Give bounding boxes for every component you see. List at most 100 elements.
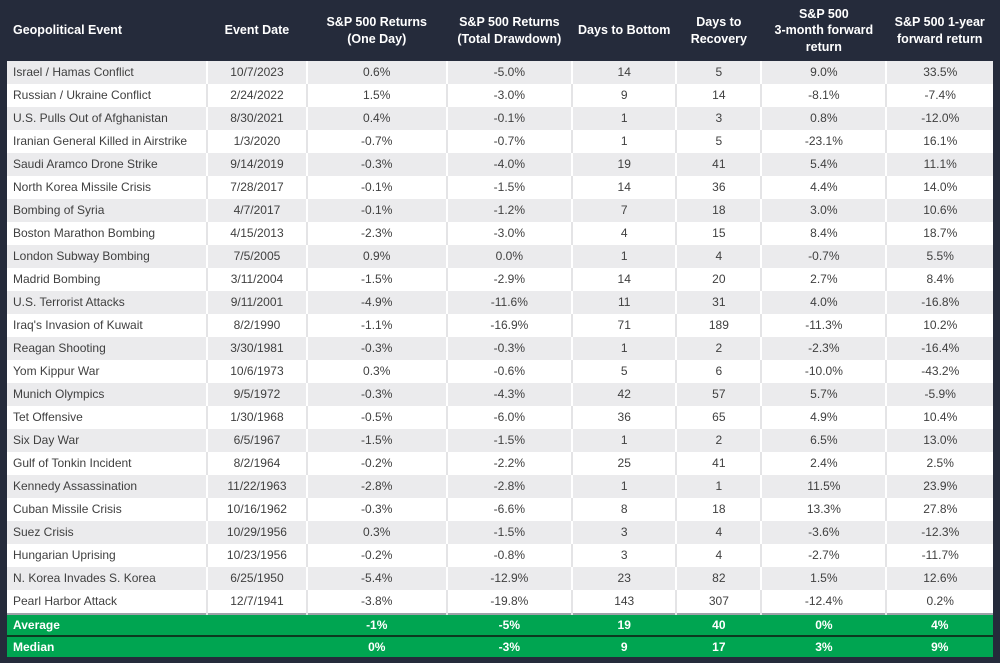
cell-event: Bombing of Syria [7, 199, 209, 222]
cell-days-recovery: 41 [676, 452, 763, 475]
cell-event: Tet Offensive [7, 406, 209, 429]
cell-fwd-3m: 4.0% [761, 291, 888, 314]
cell-event: Yom Kippur War [7, 360, 209, 383]
cell-date: 10/29/1956 [207, 521, 308, 544]
cell-days-bottom: 4 [571, 222, 678, 245]
table-row: Suez Crisis 10/29/1956 0.3% -1.5% 3 4 -3.6% -12… [7, 521, 993, 544]
cell-one-day: -0.1% [306, 199, 448, 222]
cell-fwd-1y: 0.2% [886, 590, 993, 614]
cell-days-recovery: 2 [676, 429, 763, 452]
cell-fwd-1y: -12.0% [886, 107, 993, 130]
table-row: Gulf of Tonkin Incident 8/2/1964 -0.2% -2.2… [7, 452, 993, 475]
cell-days-recovery: 5 [676, 61, 763, 84]
cell-days-bottom: 3 [571, 544, 678, 567]
cell-drawdown: -0.3% [446, 337, 573, 360]
cell-one-day: -0.7% [306, 130, 448, 153]
cell-fwd-1y: 4% [886, 613, 993, 636]
cell-drawdown: -4.3% [446, 383, 573, 406]
cell-event: Russian / Ukraine Conflict [7, 84, 209, 107]
cell-date: 12/7/1941 [207, 590, 308, 614]
cell-drawdown: -12.9% [446, 567, 573, 590]
cell-days-recovery: 31 [676, 291, 763, 314]
column-header-line: 3-month forward [774, 23, 874, 38]
cell-fwd-3m: -2.7% [761, 544, 888, 567]
cell-one-day: -0.2% [306, 452, 448, 475]
cell-days-recovery: 65 [676, 406, 763, 429]
cell-days-recovery: 40 [676, 613, 762, 636]
cell-fwd-3m: -2.3% [761, 337, 888, 360]
cell-days-recovery: 4 [676, 544, 763, 567]
cell-days-bottom: 14 [571, 268, 678, 291]
cell-event: Gulf of Tonkin Incident [7, 452, 209, 475]
cell-event: Munich Olympics [7, 383, 209, 406]
cell-days-bottom: 1 [571, 130, 678, 153]
cell-fwd-1y: 5.5% [886, 245, 993, 268]
table-row: Boston Marathon Bombing 4/15/2013 -2.3% -3.… [7, 222, 993, 245]
cell-days-recovery: 15 [676, 222, 763, 245]
table-row: Yom Kippur War 10/6/1973 0.3% -0.6% 5 6 -10.0%… [7, 360, 993, 383]
column-header-line: return [805, 39, 842, 54]
cell-days-bottom: 23 [571, 567, 678, 590]
cell-days-recovery: 5 [676, 130, 763, 153]
cell-one-day: -2.3% [306, 222, 448, 245]
cell-fwd-1y: 14.0% [886, 176, 993, 199]
table-row: Reagan Shooting 3/30/1981 -0.3% -0.3% 1 2 -2.3… [7, 337, 993, 360]
cell-days-bottom: 14 [571, 176, 678, 199]
cell-days-recovery: 14 [676, 84, 763, 107]
cell-days-recovery: 307 [676, 590, 763, 614]
cell-event: U.S. Terrorist Attacks [7, 291, 209, 314]
cell-date: 8/2/1990 [207, 314, 308, 337]
cell-one-day: -0.1% [306, 176, 448, 199]
cell-date [207, 635, 307, 657]
cell-one-day: -0.2% [306, 544, 448, 567]
cell-days-bottom: 19 [571, 613, 677, 636]
cell-drawdown: -16.9% [446, 314, 573, 337]
cell-fwd-1y: 9% [886, 635, 993, 657]
cell-fwd-3m: 5.4% [761, 153, 888, 176]
cell-fwd-1y: 13.0% [886, 429, 993, 452]
table-row: Saudi Aramco Drone Strike 9/14/2019 -0.3% -… [7, 153, 993, 176]
cell-fwd-1y: 8.4% [886, 268, 993, 291]
column-header-fwd-3m: S&P 500 3-month forward return [761, 0, 887, 61]
column-header-event: Geopolitical Event [7, 0, 208, 61]
cell-fwd-1y: 33.5% [886, 61, 993, 84]
cell-fwd-1y: -11.7% [886, 544, 993, 567]
cell-drawdown: -2.9% [446, 268, 573, 291]
cell-fwd-3m: 0% [761, 613, 887, 636]
cell-days-bottom: 143 [571, 590, 678, 614]
cell-days-recovery: 4 [676, 245, 763, 268]
cell-drawdown: -2.2% [446, 452, 573, 475]
cell-date: 4/7/2017 [207, 199, 308, 222]
cell-event: Hungarian Uprising [7, 544, 209, 567]
cell-event: Boston Marathon Bombing [7, 222, 209, 245]
cell-days-bottom: 25 [571, 452, 678, 475]
cell-date: 1/30/1968 [207, 406, 308, 429]
table-row: Iraq's Invasion of Kuwait 8/2/1990 -1.1% -1… [7, 314, 993, 337]
cell-fwd-1y: -5.9% [886, 383, 993, 406]
cell-date: 6/25/1950 [207, 567, 308, 590]
cell-one-day: -1.5% [306, 268, 448, 291]
cell-date: 9/5/1972 [207, 383, 308, 406]
cell-event: Pearl Harbor Attack [7, 590, 209, 614]
cell-one-day: -0.5% [306, 406, 448, 429]
header-row: Geopolitical Event Event Date S&P 500 Retu… [7, 0, 993, 61]
cell-one-day: -1% [306, 613, 447, 636]
cell-fwd-3m: 1.5% [761, 567, 888, 590]
cell-date: 7/28/2017 [207, 176, 308, 199]
column-header-line: (Total Drawdown) [457, 31, 562, 46]
cell-drawdown: -6.0% [446, 406, 573, 429]
column-header-fwd-1y: S&P 500 1-year forward return [886, 0, 993, 61]
cell-days-recovery: 41 [676, 153, 763, 176]
column-header-line: S&P 500 Returns [326, 15, 427, 30]
cell-drawdown: -3.0% [446, 84, 573, 107]
table-row: Russian / Ukraine Conflict 2/24/2022 1.5% -… [7, 84, 993, 107]
cell-fwd-3m: -23.1% [761, 130, 888, 153]
cell-date: 7/5/2005 [207, 245, 308, 268]
column-header-one-day: S&P 500 Returns (One Day) [306, 0, 447, 61]
cell-drawdown: -0.8% [446, 544, 573, 567]
cell-event: Six Day War [7, 429, 209, 452]
table-header: Geopolitical Event Event Date S&P 500 Retu… [7, 0, 993, 61]
cell-days-bottom: 1 [571, 337, 678, 360]
cell-days-bottom: 3 [571, 521, 678, 544]
table-body: Israel / Hamas Conflict 10/7/2023 0.6% -5.0… [7, 61, 993, 657]
